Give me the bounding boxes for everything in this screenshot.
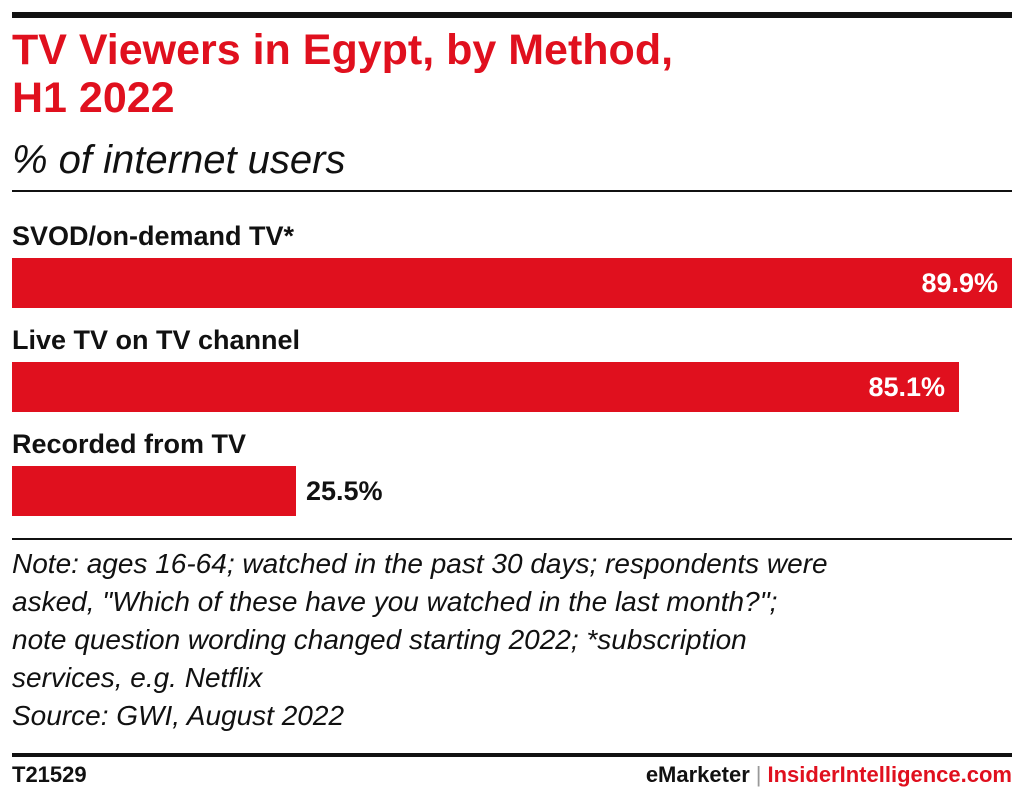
chart-bottom-divider [12, 538, 1012, 540]
note-line-4: services, e.g. Netflix [12, 662, 263, 693]
brand-separator: | [755, 762, 762, 787]
header-divider [12, 190, 1012, 192]
data-label: 89.9% [921, 268, 998, 298]
bar-chart: SVOD/on-demand TV* 89.9% Live TV on TV cha… [12, 215, 1012, 525]
bar [12, 466, 296, 516]
chart-subtitle: % of internet users [12, 138, 346, 182]
insider-intelligence-link[interactable]: InsiderIntelligence.com [767, 762, 1012, 787]
chart-title-line-1: TV Viewers in Egypt, by Method, [12, 26, 674, 74]
data-label: 25.5% [306, 476, 383, 506]
source-line: Source: GWI, August 2022 [12, 700, 345, 731]
chart-note: Note: ages 16-64; watched in the past 30… [12, 545, 1012, 735]
category-label: SVOD/on-demand TV* [12, 221, 295, 251]
bar [12, 362, 959, 412]
chart-title-line-2: H1 2022 [12, 74, 175, 122]
chart-id: T21529 [12, 762, 87, 787]
category-label: Live TV on TV channel [12, 325, 301, 355]
note-line-3: note question wording changed starting 2… [12, 624, 747, 655]
data-label: 85.1% [868, 372, 945, 402]
top-rule [12, 12, 1012, 18]
bar [12, 258, 1012, 308]
emarketer-logo: eMarketer [645, 762, 750, 787]
footer-rule [12, 753, 1012, 757]
chart-title: TV Viewers in Egypt, by Method, H1 2022 [12, 26, 1012, 122]
note-line-1: Note: ages 16-64; watched in the past 30… [12, 548, 828, 579]
category-label: Recorded from TV [12, 429, 247, 459]
note-line-2: asked, "Which of these have you watched … [12, 586, 778, 617]
brand-footer: eMarketer | InsiderIntelligence.com [646, 762, 1012, 788]
